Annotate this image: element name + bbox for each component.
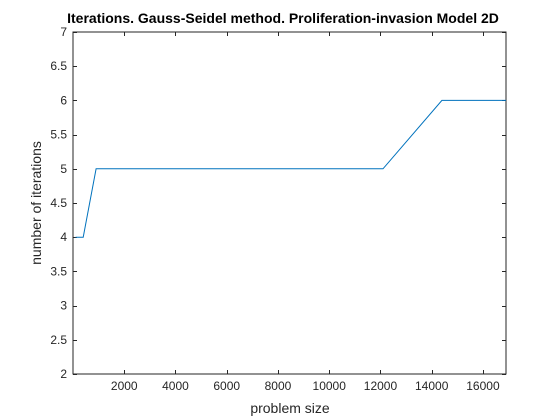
y-tick-label: 3.5 <box>50 264 67 278</box>
y-tick-label: 4.5 <box>50 196 67 210</box>
x-axis-title: problem size <box>250 400 330 416</box>
x-tick-label: 10000 <box>313 379 347 393</box>
chart-title: Iterations. Gauss-Seidel method. Prolife… <box>67 10 499 26</box>
y-tick-label: 6.5 <box>50 59 67 73</box>
y-tick-label: 4 <box>60 230 67 244</box>
y-tick-label: 2 <box>60 367 67 381</box>
plot-area: 2000 4000 6000 8000 10000 12000 14000 16000 2 2.5… <box>50 25 507 393</box>
y-axis-title: number of iterations <box>28 141 44 265</box>
y-tick-label: 5 <box>60 162 67 176</box>
x-tick-label: 2000 <box>111 379 138 393</box>
y-tick-label: 2.5 <box>50 333 67 347</box>
x-tick-label: 8000 <box>265 379 292 393</box>
y-tick-label: 7 <box>60 25 67 39</box>
y-tick-label: 6 <box>60 93 67 107</box>
x-tick-label: 6000 <box>213 379 240 393</box>
x-tick-label: 14000 <box>415 379 449 393</box>
x-tick-label: 4000 <box>162 379 189 393</box>
series-line <box>75 99 506 238</box>
y-tick-label: 3 <box>60 299 67 313</box>
x-tick-label: 16000 <box>466 379 500 393</box>
x-tick-label: 12000 <box>364 379 398 393</box>
y-tick-label: 5.5 <box>50 128 67 142</box>
